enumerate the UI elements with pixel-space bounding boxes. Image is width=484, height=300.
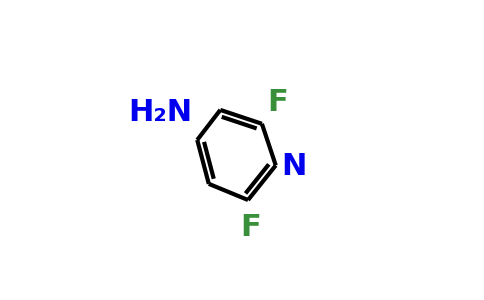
Text: F: F (240, 213, 261, 242)
Text: F: F (268, 88, 288, 117)
Text: H₂N: H₂N (128, 98, 193, 127)
Text: N: N (282, 152, 307, 181)
